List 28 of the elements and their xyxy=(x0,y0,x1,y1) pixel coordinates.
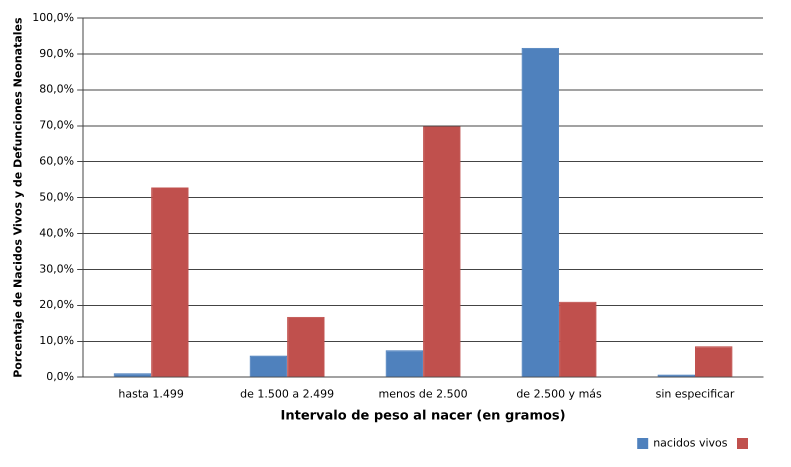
y-axis-title: Porcentaje de Nacidos Vivos y de Defunciones Neonatales xyxy=(11,16,24,378)
y-tick-label: 10,0% xyxy=(39,334,74,348)
y-tick-label: 60,0% xyxy=(39,154,74,168)
bar xyxy=(151,188,189,377)
bar xyxy=(114,373,152,377)
y-tick-label: 30,0% xyxy=(39,262,74,276)
bar xyxy=(250,356,288,377)
bar xyxy=(522,48,560,377)
bar xyxy=(287,316,324,377)
x-tick-label: de 2.500 y más xyxy=(516,388,602,401)
y-tick-label: 100,0% xyxy=(32,10,74,24)
x-tick-label: sin especificar xyxy=(656,388,735,401)
y-tick-label: 90,0% xyxy=(39,46,74,60)
legend-label: nacidos vivos xyxy=(653,436,728,450)
x-tick-label: hasta 1.499 xyxy=(118,388,184,401)
bar xyxy=(386,350,424,377)
x-tick-label: menos de 2.500 xyxy=(378,388,468,401)
y-tick-label: 0,0% xyxy=(46,370,74,384)
x-tick-label: de 1.500 a 2.499 xyxy=(240,388,334,401)
bar xyxy=(559,302,596,377)
y-tick-label: 70,0% xyxy=(39,118,74,132)
bar xyxy=(695,346,732,377)
y-tick-label: 40,0% xyxy=(39,226,74,240)
x-axis-title: Intervalo de peso al nacer (en gramos) xyxy=(280,408,566,424)
y-tick-label: 80,0% xyxy=(39,82,74,96)
bar xyxy=(423,126,460,377)
y-tick-label: 20,0% xyxy=(39,298,74,312)
y-tick-label: 50,0% xyxy=(39,190,74,204)
